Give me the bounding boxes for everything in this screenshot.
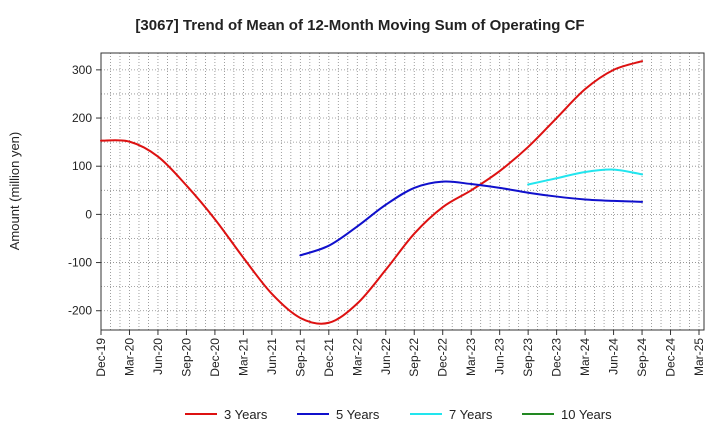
x-tick-label: Sep-23: [521, 338, 535, 377]
series-line-3-years: [100, 60, 644, 325]
y-tick-label: 0: [85, 207, 92, 221]
legend-label: 5 Years: [336, 407, 380, 422]
x-tick-label: Jun-23: [493, 338, 507, 375]
x-tick-label: Mar-24: [578, 338, 592, 376]
y-tick-label: 300: [72, 63, 92, 77]
x-tick-label: Mar-23: [464, 338, 478, 376]
x-tick-label: Mar-21: [236, 338, 250, 376]
y-tick-label: 200: [72, 111, 92, 125]
x-tick-label: Dec-20: [208, 338, 222, 377]
legend-label: 10 Years: [561, 407, 612, 422]
grid: [101, 53, 704, 330]
y-tick-label: 100: [72, 159, 92, 173]
legend: 3 Years 5 Years 7 Years 10 Years: [185, 407, 612, 422]
y-axis-label: Amount (million yen): [7, 132, 22, 251]
x-tick-label: Mar-20: [122, 338, 136, 376]
x-tick-label: Sep-20: [179, 338, 193, 377]
x-tick-label: Sep-21: [293, 338, 307, 377]
y-tick-label: -100: [68, 256, 92, 270]
legend-label: 7 Years: [449, 407, 493, 422]
x-tick-label: Dec-23: [550, 338, 564, 377]
x-tick-label: Mar-25: [692, 338, 706, 376]
y-tick-label: -200: [68, 304, 92, 318]
legend-label: 3 Years: [224, 407, 268, 422]
x-tick-label: Jun-24: [607, 338, 621, 375]
x-tick-label: Jun-22: [379, 338, 393, 375]
y-axis: 300 200 100 0 -100 -200: [68, 63, 101, 318]
x-tick-label: Sep-22: [407, 338, 421, 377]
x-tick-label: Dec-19: [94, 338, 108, 377]
x-axis: Dec-19 Mar-20 Jun-20 Sep-20 Dec-20 Mar-21 Jun-…: [94, 330, 706, 377]
x-tick-label: Jun-20: [151, 338, 165, 375]
x-tick-label: Sep-24: [635, 338, 649, 377]
x-tick-label: Jun-21: [265, 338, 279, 375]
plot-frame: [100, 52, 705, 331]
series-line-5-years: [299, 180, 644, 257]
x-tick-label: Dec-21: [322, 338, 336, 377]
chart-title: [3067] Trend of Mean of 12-Month Moving …: [135, 17, 584, 34]
x-tick-label: Dec-22: [436, 338, 450, 377]
series-line-7-years: [527, 168, 644, 186]
x-tick-label: Mar-22: [350, 338, 364, 376]
x-tick-label: Dec-24: [664, 338, 678, 377]
series-lines: [100, 60, 644, 325]
